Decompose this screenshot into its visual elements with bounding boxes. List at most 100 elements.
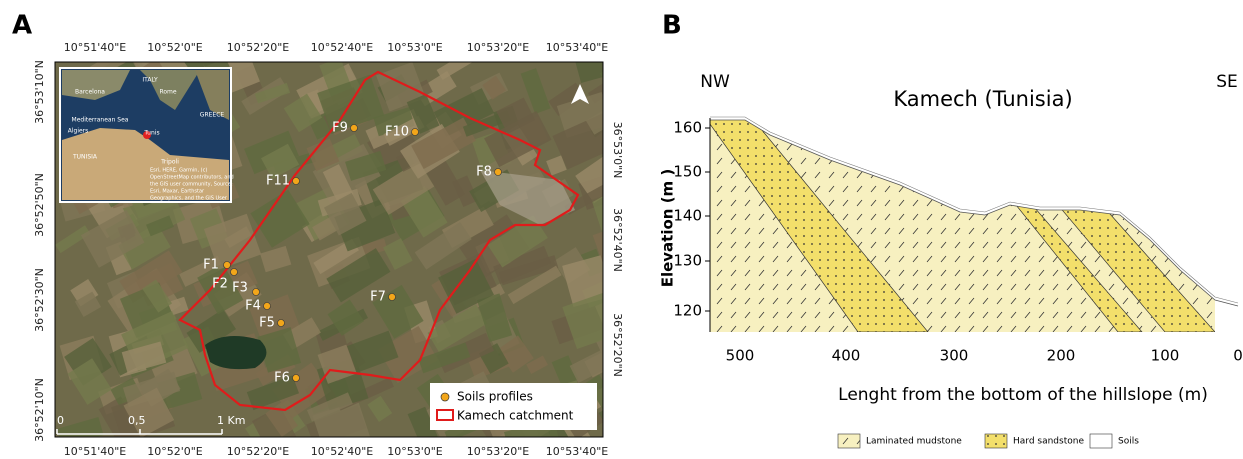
field xyxy=(362,238,388,257)
site-label: F10 xyxy=(385,125,409,140)
field xyxy=(383,238,413,270)
soil-profile xyxy=(277,319,285,327)
field xyxy=(372,284,424,339)
field xyxy=(265,402,298,437)
field xyxy=(598,394,603,437)
x-tick-label: 500 xyxy=(726,347,755,365)
legend-label: Soils xyxy=(1118,437,1139,447)
site-label: F6 xyxy=(274,371,290,386)
legend-label: Laminated mudstone xyxy=(866,437,962,447)
inset-label: GREECE xyxy=(200,112,225,119)
field xyxy=(373,107,415,137)
soil-profile xyxy=(252,288,260,296)
lake xyxy=(205,336,267,370)
section-legend: Laminated mudstone Hard sandstone Soils xyxy=(837,433,1139,449)
coord-label: 10°52'0"E xyxy=(147,41,203,54)
soil-profile xyxy=(223,261,231,269)
coord-label: 36°52'10"N xyxy=(33,378,46,442)
field xyxy=(585,99,603,135)
site-label: F1 xyxy=(203,258,219,273)
field xyxy=(118,223,171,270)
soil-profile xyxy=(388,293,396,301)
coord-label: 10°52'20"E xyxy=(227,445,290,458)
coord-label: 10°51'40"E xyxy=(64,41,127,54)
site-label: F3 xyxy=(232,281,248,296)
field xyxy=(326,248,391,303)
site-label: F8 xyxy=(476,165,492,180)
field xyxy=(546,155,567,176)
soil-profile xyxy=(230,268,238,276)
field xyxy=(592,229,603,273)
field xyxy=(418,342,471,374)
attribution: the GIS user community, Source: xyxy=(150,182,233,188)
x-axis-label: Lenght from the bottom of the hillslope … xyxy=(838,385,1208,405)
field xyxy=(244,130,299,175)
field xyxy=(322,164,354,203)
coord-label: 36°52'20"N xyxy=(611,313,624,377)
field xyxy=(347,330,399,373)
scale-label: 0,5 xyxy=(128,414,146,427)
x-tick-label: 300 xyxy=(940,347,969,365)
inset-label: TUNISIA xyxy=(72,154,98,161)
field xyxy=(246,375,300,411)
attribution: Esri, Maxar, Earthstar xyxy=(150,189,205,195)
site-label: F5 xyxy=(259,316,275,331)
site-label: F7 xyxy=(370,290,386,305)
field xyxy=(70,278,99,307)
cross-section: 160 150 140 130 120 500 400 300 200 100 0 xyxy=(673,116,1243,365)
field xyxy=(186,309,237,353)
field xyxy=(564,178,603,215)
coord-label: 10°52'20"E xyxy=(227,41,290,54)
end-label: SE xyxy=(1216,72,1238,92)
field xyxy=(55,225,91,254)
field xyxy=(507,265,562,305)
field xyxy=(80,209,145,268)
panel-label: A xyxy=(12,11,32,41)
coord-label: 36°52'30"N xyxy=(33,268,46,332)
field xyxy=(411,117,476,169)
inset-label: Barcelona xyxy=(75,89,105,96)
field xyxy=(257,327,302,373)
coord-label: 10°53'40"E xyxy=(546,41,609,54)
field xyxy=(476,293,513,343)
sandstone-group xyxy=(710,120,1216,332)
village xyxy=(480,170,575,225)
legend: Soils profiles Kamech catchment xyxy=(430,383,597,430)
site-label: F2 xyxy=(212,277,228,292)
field xyxy=(260,245,292,273)
x-tick-label: 0 xyxy=(1233,347,1243,365)
field xyxy=(526,355,548,374)
field xyxy=(497,335,534,373)
coord-label: 36°53'10"N xyxy=(33,60,46,124)
soil-profile xyxy=(292,177,300,185)
map-frame xyxy=(54,61,604,438)
y-axis-label: Elevation (m ) xyxy=(659,169,677,288)
coord-label: 10°53'0"E xyxy=(387,41,443,54)
field xyxy=(197,263,244,315)
field xyxy=(203,213,262,270)
y-tick-label: 150 xyxy=(673,163,702,181)
soil-profile xyxy=(350,124,358,132)
scale-bar: 0 0,5 1 Km xyxy=(56,414,245,435)
field xyxy=(67,358,112,405)
inset-label: Rome xyxy=(159,89,176,96)
field xyxy=(272,362,332,419)
field xyxy=(487,215,548,268)
panel-label: B xyxy=(662,11,682,41)
coord-label: 36°52'50"N xyxy=(33,173,46,237)
coord-label: 10°52'40"E xyxy=(311,41,374,54)
field xyxy=(283,93,323,133)
site-label: F4 xyxy=(245,299,261,314)
inset-label: Tripoli xyxy=(160,159,179,166)
field xyxy=(551,355,579,387)
inset-map: ITALY Barcelona Rome GREECE Mediterranean Se… xyxy=(59,67,234,203)
legend-label: Soils profiles xyxy=(457,390,533,404)
field xyxy=(427,304,488,353)
field xyxy=(596,317,603,373)
end-label: NW xyxy=(700,72,730,92)
field xyxy=(383,115,425,146)
inset-label: Tunis xyxy=(143,130,159,137)
field xyxy=(74,291,102,318)
coord-label: 10°51'40"E xyxy=(64,445,127,458)
